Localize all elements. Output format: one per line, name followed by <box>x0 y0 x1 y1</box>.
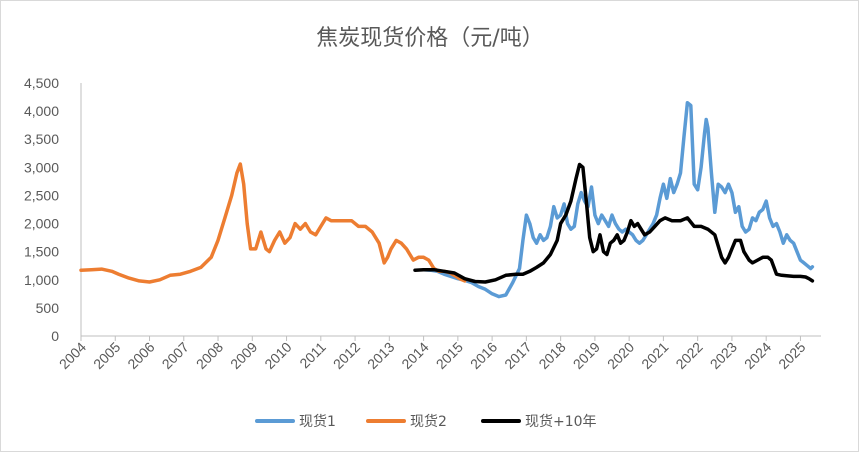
x-tick-label: 2020 <box>604 339 637 372</box>
x-tick-label: 2015 <box>433 339 466 372</box>
y-tick-label: 3,000 <box>24 159 59 175</box>
x-tick-label: 2021 <box>638 339 671 372</box>
y-tick-label: 4,500 <box>24 75 59 91</box>
legend-label: 现货1 <box>299 413 336 430</box>
series-line-2 <box>79 162 467 284</box>
x-tick-label: 2010 <box>261 339 294 372</box>
legend-label: 现货2 <box>410 413 447 430</box>
series-line-3 <box>413 162 815 284</box>
x-tick-label: 2022 <box>672 339 705 372</box>
x-tick-label: 2019 <box>570 339 603 372</box>
y-tick-label: 4,000 <box>24 103 59 119</box>
x-tick-label: 2004 <box>56 339 89 372</box>
x-tick-label: 2008 <box>193 339 226 372</box>
x-tick-label: 2017 <box>501 339 534 372</box>
y-tick-label: 2,000 <box>24 216 59 232</box>
axis-layer: 0 500 1,000 1,500 2,000 2,500 3,000 3,500 4,000 4… <box>24 75 821 372</box>
x-tick-label: 2009 <box>227 339 260 372</box>
x-tick-label: 2013 <box>364 339 397 372</box>
x-tick-label: 2007 <box>159 339 192 372</box>
y-tick-label: 3,500 <box>24 131 59 147</box>
x-tick-label: 2025 <box>775 339 808 372</box>
series-line-1 <box>421 100 815 299</box>
x-tick-label: 2011 <box>296 339 329 372</box>
y-tick-label: 2,500 <box>24 187 59 203</box>
x-tick-label: 2006 <box>124 339 157 372</box>
x-tick-label: 2016 <box>467 339 500 372</box>
x-tick-label: 2005 <box>90 339 123 372</box>
legend-label: 现货+10年 <box>525 413 597 430</box>
x-tick-label: 2023 <box>707 339 740 372</box>
x-tick-label: 2018 <box>535 339 568 372</box>
y-tick-label: 500 <box>36 300 60 316</box>
x-tick-label: 2024 <box>741 339 774 372</box>
y-tick-label: 0 <box>51 328 59 344</box>
chart-title: 焦炭现货价格（元/吨） <box>316 26 543 51</box>
y-tick-label: 1,500 <box>24 244 59 260</box>
x-tick-label: 2012 <box>330 339 363 372</box>
x-tick-label: 2014 <box>398 339 431 372</box>
y-tick-label: 1,000 <box>24 272 59 288</box>
series-layer <box>79 100 815 299</box>
legend: 现货1 现货2 现货+10年 <box>255 413 597 430</box>
